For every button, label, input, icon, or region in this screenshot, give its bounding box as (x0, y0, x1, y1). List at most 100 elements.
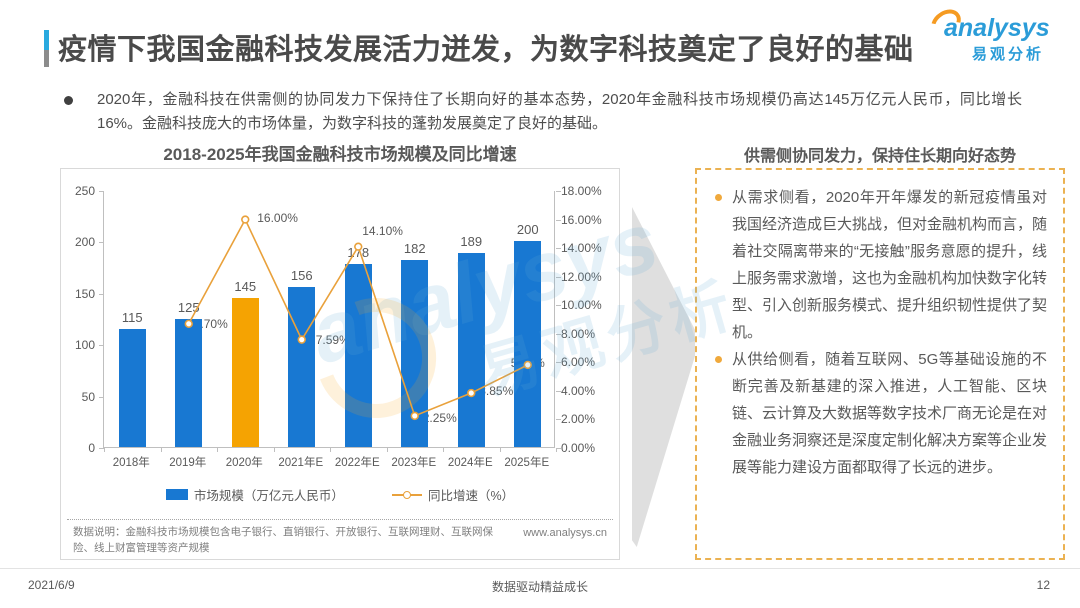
bar-value-label: 145 (234, 278, 257, 294)
bar-value-label: 115 (121, 309, 143, 325)
axis-tick (556, 448, 557, 452)
market-size-bar (401, 259, 429, 447)
x-axis-label: 2020年 (225, 457, 263, 469)
axis-tick (330, 448, 331, 452)
summary-text: 2020年，金融科技在供需侧的协同发力下保持住了长期向好的基本态势，2020年金… (97, 91, 1022, 132)
axis-tick (556, 276, 561, 278)
plot-area: 115 125 145 156 178 182 189 200 8.70% 16.00% 7.59%… (99, 191, 561, 452)
slide-footer: 2021/6/9 数据驱动精益成长 12 (0, 568, 1080, 608)
line-swatch-icon (391, 490, 422, 499)
axis-tick (99, 396, 104, 398)
summary-paragraph: 2020年，金融科技在供需侧的协同发力下保持住了长期向好的基本态势，2020年金… (64, 88, 1022, 136)
right-arrow-icon (632, 207, 700, 547)
y-axis-tick-label: 4.00% (561, 383, 596, 398)
bar-value-label: 156 (290, 267, 313, 283)
left-axis-labels: 250 200 150 100 50 0 (61, 184, 95, 455)
panel-bullet-text: 从供给侧看，随着互联网、5G等基础设施的不断完善及新基建的深入推进，人工智能、区… (732, 351, 1048, 476)
legend-label: 同比增速（%） (427, 489, 515, 503)
panel-bullet-text: 从需求侧看，2020年开年爆发的新冠疫情虽对我国经济造成巨大挑战，但对金融机构而… (732, 189, 1048, 341)
analysis-bullet-list: 从需求侧看，2020年开年爆发的新冠疫情虽对我国经济造成巨大挑战，但对金融机构而… (713, 184, 1047, 481)
bar-value-label: 125 (177, 299, 200, 315)
accent-bar-gray (44, 50, 49, 67)
axis-tick (556, 448, 561, 449)
axis-tick (160, 448, 162, 452)
title-accent-bar (44, 30, 49, 67)
data-note: 数据说明：金融科技市场规模包含电子银行、直销银行、开放银行、互联网理财、互联网保… (73, 526, 493, 554)
chart-footnote-row: 数据说明：金融科技市场规模包含电子银行、直销银行、开放银行、互联网理财、互联网保… (73, 525, 609, 557)
y-axis-tick-label: 6.00% (561, 355, 596, 370)
market-size-bar (457, 252, 485, 447)
footer-slogan: 数据驱动精益成长 (491, 580, 588, 594)
y-axis-tick-label: 8.00% (561, 326, 596, 341)
y-axis-tick-label: 12.00% (561, 269, 602, 284)
x-axis-label: 2019年 (169, 457, 207, 469)
footer-date: 2021/6/9 (28, 578, 75, 592)
axis-tick (556, 419, 561, 421)
bar-value-label: 189 (460, 233, 483, 249)
logo-brand-chinese: 易观分析 (972, 46, 1045, 63)
axis-tick (217, 448, 218, 452)
analysis-panel: 从需求侧看，2020年开年爆发的新冠疫情虽对我国经济造成巨大挑战，但对金融机构而… (695, 168, 1065, 560)
axis-tick (443, 448, 444, 452)
axis-tick (99, 242, 104, 244)
y-axis-tick-label: 2.00% (561, 412, 596, 427)
axis-tick (556, 333, 561, 335)
axis-tick (99, 448, 104, 449)
legend-item-growth-rate: 同比增速（%） (391, 485, 515, 504)
page-title: 疫情下我国金融科技发展活力迸发，为数字科技奠定了良好的基础 (58, 34, 914, 66)
x-axis-labels: 2018年 2019年 2020年 2021年E 2022年E 2023年E 2024年E 2… (103, 454, 555, 470)
axis-tick (556, 305, 561, 307)
axis-tick (556, 219, 561, 221)
y-axis-tick-label: 200 (74, 235, 95, 250)
market-size-bar (231, 297, 259, 447)
bullet-dot-icon (715, 356, 722, 363)
axis-tick (499, 448, 501, 452)
analysys-logo: analysys 易观分析 (914, 3, 1066, 64)
accent-bar-blue (44, 30, 49, 50)
bar-value-label: 200 (516, 222, 539, 238)
y-axis-tick-label: 16.00% (561, 212, 602, 227)
dotted-divider (67, 519, 613, 520)
axis-tick (99, 345, 104, 347)
axis-tick (273, 448, 275, 452)
axis-tick (386, 448, 388, 452)
market-size-bar (288, 286, 316, 447)
y-axis-tick-label: 150 (74, 286, 95, 301)
bar-value-label: 182 (403, 240, 426, 256)
axis-tick (99, 293, 104, 295)
market-size-bar (344, 264, 372, 447)
y-axis-tick-label: 0 (88, 441, 95, 455)
panel-title: 供需侧协同发力，保持住长期向好态势 (743, 148, 1016, 165)
line-marker-icon (241, 215, 250, 224)
x-axis-label: 2025年E (504, 457, 550, 469)
right-axis-labels: 18.00% 16.00% 14.00% 12.00% 10.00% 8.00% 6.00%… (561, 184, 619, 455)
market-size-bar (118, 328, 146, 447)
list-item: 从供给侧看，随着互联网、5G等基础设施的不断完善及新基建的深入推进，人工智能、区… (713, 346, 1047, 481)
growth-line (184, 215, 532, 421)
chart-card: 250 200 150 100 50 0 18.00% 16.00% 14.00% 12.00%… (60, 168, 620, 560)
axis-tick (556, 191, 561, 192)
chart-title: 2018-2025年我国金融科技市场规模及同比增速 (163, 145, 517, 164)
x-axis-label: 2021年E (278, 457, 324, 469)
bar-value-label: 178 (347, 245, 370, 261)
growth-value-label: 16.00% (257, 210, 298, 225)
y-axis-tick-label: 10.00% (561, 298, 602, 313)
growth-value-label: 14.10% (362, 223, 403, 238)
y-axis-tick-label: 0.00% (561, 441, 596, 455)
bullet-dot-icon (715, 194, 722, 201)
axis-tick (104, 448, 105, 452)
marker-swatch-icon (402, 490, 411, 499)
legend-item-market-size: 市场规模（万亿元人民币） (165, 485, 344, 504)
y-axis-tick-label: 18.00% (561, 184, 602, 198)
source-url-link[interactable]: www.analysys.cn (523, 527, 607, 539)
axis-tick (556, 362, 561, 364)
x-axis-label: 2024年E (447, 457, 493, 469)
y-axis-tick-label: 14.00% (561, 241, 602, 256)
x-axis-label: 2022年E (334, 457, 380, 469)
market-size-bar (514, 241, 542, 447)
market-size-bar (175, 318, 203, 447)
logo-brand-text: analysys (944, 14, 1050, 42)
page-number: 12 (1036, 578, 1050, 592)
legend-label: 市场规模（万亿元人民币） (193, 489, 344, 503)
